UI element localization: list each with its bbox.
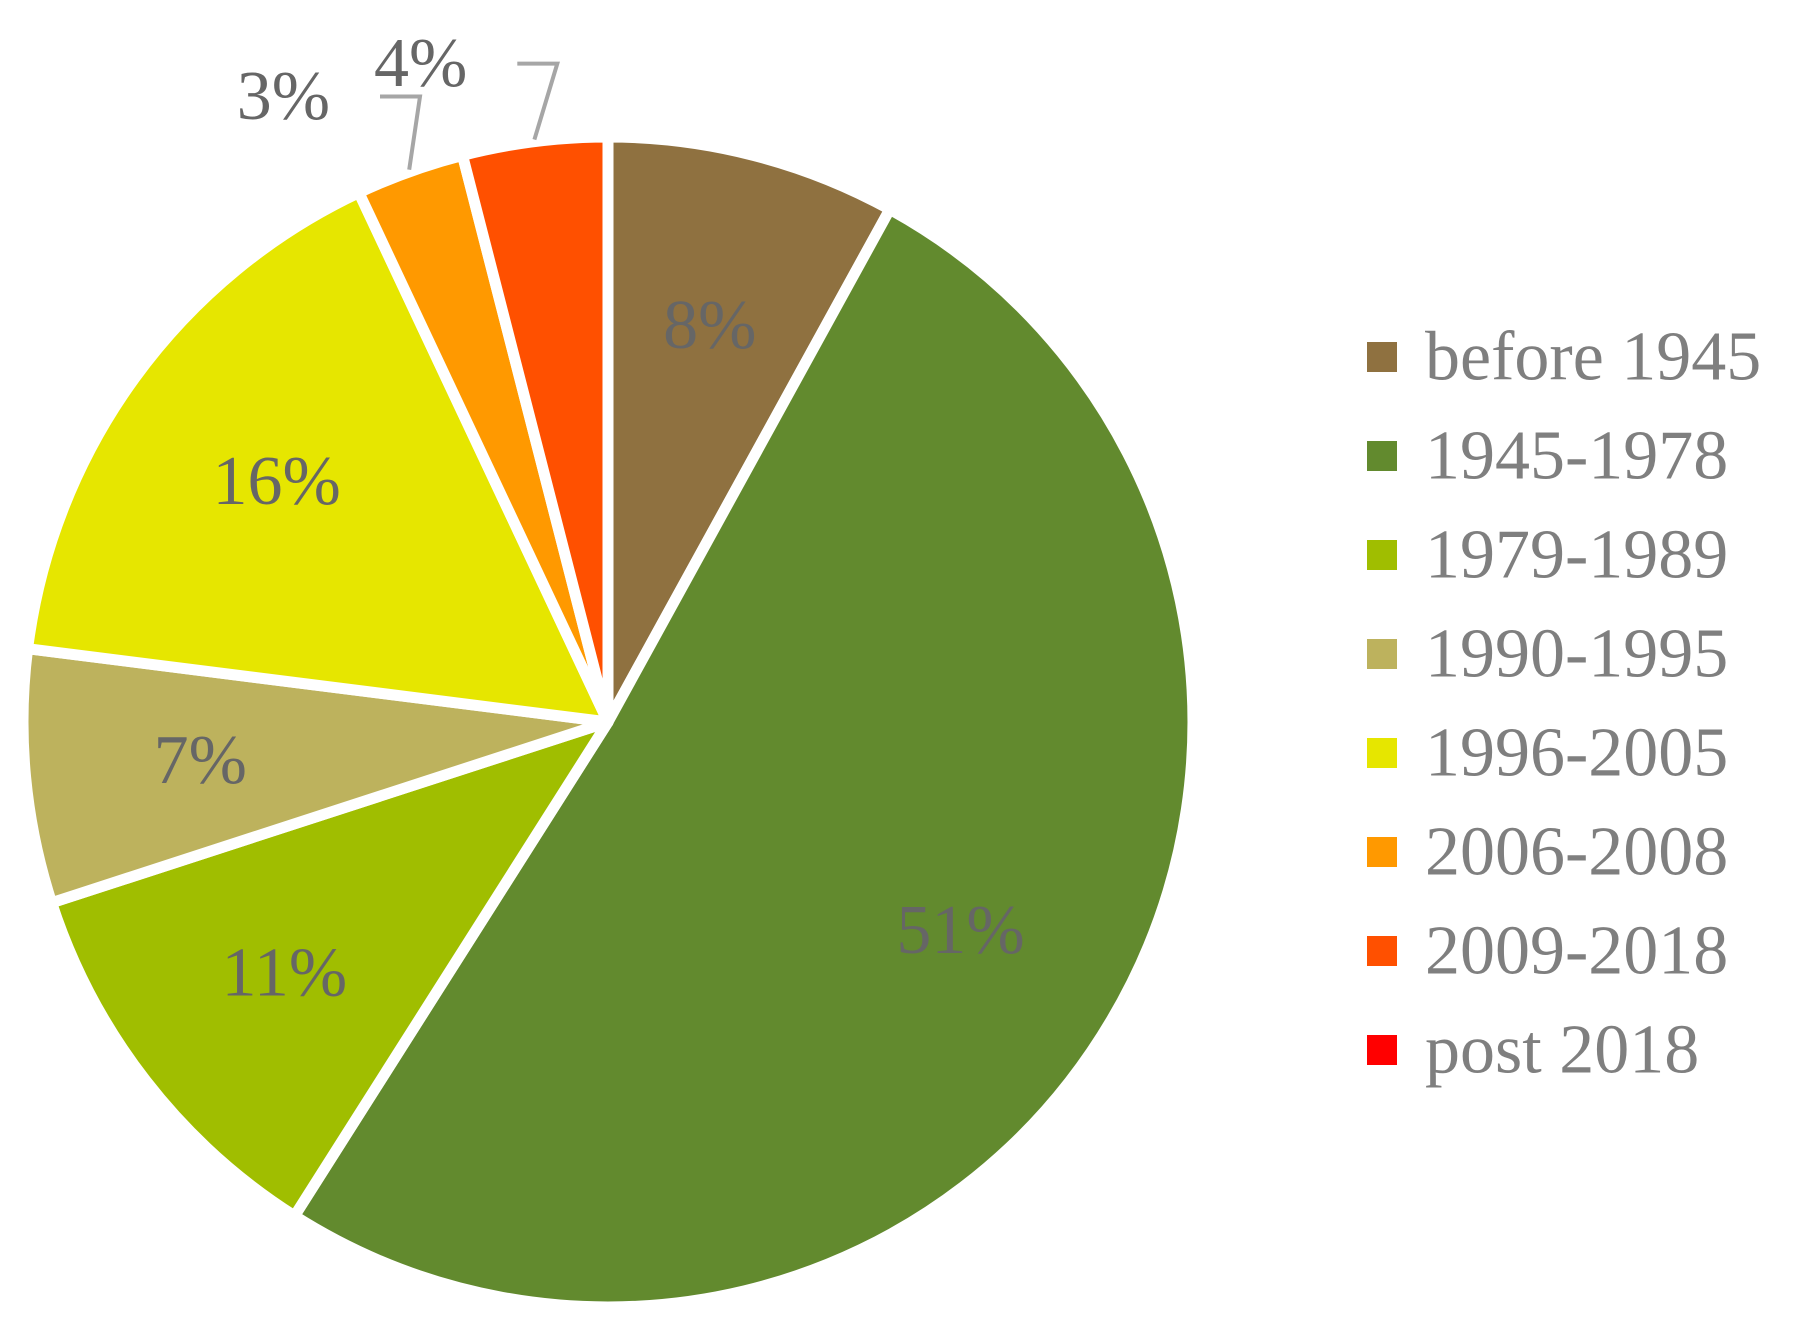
legend-item-before-1945: before 1945: [1367, 319, 1761, 396]
slice-1945-1978: [289, 203, 1199, 1313]
data-label-2009-2018: 4%: [374, 25, 467, 102]
legend-label: 2009-2018: [1425, 913, 1728, 990]
legend-swatch: [1367, 837, 1397, 867]
legend-item-1990-1995: 1990-1995: [1367, 616, 1728, 693]
legend-item-post-2018: post 2018: [1367, 1012, 1699, 1089]
legend-label: 1979-1989: [1425, 517, 1728, 594]
legend-item-1945-1978: 1945-1978: [1367, 418, 1728, 495]
slice-1996-2005: [22, 187, 614, 728]
leader-line-2009-2018: [517, 61, 560, 141]
slice-1990-1995: [17, 643, 614, 909]
data-label-before-1945: 8%: [663, 287, 756, 364]
legend-swatch: [1367, 540, 1397, 570]
legend-swatch: [1367, 936, 1397, 966]
legend-label: 2006-2008: [1425, 814, 1728, 891]
slice-before-1945: [602, 131, 896, 728]
legend-item-1979-1989: 1979-1989: [1367, 517, 1728, 594]
data-label-1996-2005: 16%: [213, 443, 341, 520]
slice-1979-1989: [46, 716, 614, 1222]
data-label-1979-1989: 11%: [222, 935, 348, 1012]
legend-swatch: [1367, 441, 1397, 471]
legend-item-2006-2008: 2006-2008: [1367, 814, 1728, 891]
legend-label: 1945-1978: [1425, 418, 1728, 495]
legend-item-2009-2018: 2009-2018: [1367, 913, 1728, 990]
data-label-2006-2008: 3%: [237, 58, 330, 135]
legend-label: 1990-1995: [1425, 616, 1728, 693]
legend-label: before 1945: [1425, 319, 1761, 396]
legend-label: post 2018: [1425, 1012, 1699, 1089]
legend-swatch: [1367, 639, 1397, 669]
legend-swatch: [1367, 738, 1397, 768]
leader-lines: [380, 61, 560, 170]
data-label-1990-1995: 7%: [154, 722, 247, 799]
data-label-1945-1978: 51%: [896, 892, 1024, 969]
legend-swatch: [1367, 1035, 1397, 1065]
legend-swatch: [1367, 342, 1397, 372]
legend-label: 1996-2005: [1425, 715, 1728, 792]
pie-slices: [17, 131, 1199, 1313]
data-labels: 8% 51% 11% 7% 16% 3% 4%: [154, 25, 1025, 1011]
legend: before 1945 1945-1978 1979-1989 1990-1995 19…: [1367, 319, 1761, 1089]
leader-line-2006-2008: [380, 94, 423, 170]
slice-2009-2018: [457, 131, 614, 728]
legend-item-1996-2005: 1996-2005: [1367, 715, 1728, 792]
